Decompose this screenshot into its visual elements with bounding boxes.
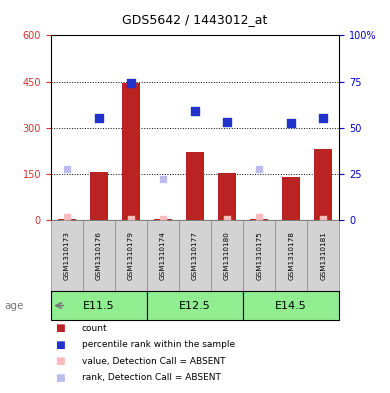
Point [256,214,262,220]
Point [64,166,70,173]
Bar [90,173,108,220]
Point [320,215,326,222]
Point [192,108,198,114]
Text: GSM1310178: GSM1310178 [288,231,294,280]
Bar [51,291,147,320]
Bar [186,152,204,220]
Text: GSM1310174: GSM1310174 [160,231,166,280]
Text: GSM1310175: GSM1310175 [256,231,262,280]
Point [128,80,134,86]
Bar [147,220,179,291]
Text: E14.5: E14.5 [275,301,307,310]
Text: GSM1310179: GSM1310179 [128,231,134,280]
Bar [115,220,147,291]
Bar [83,220,115,291]
Point [64,214,70,220]
Text: ■: ■ [55,323,64,333]
Text: ■: ■ [55,340,64,350]
Text: ■: ■ [55,356,64,366]
Bar [179,220,211,291]
Point [160,175,166,182]
Point [224,215,230,222]
Point [160,215,166,222]
Point [288,120,294,126]
Text: GSM1310176: GSM1310176 [96,231,102,280]
Point [224,118,230,125]
Text: value, Detection Call = ABSENT: value, Detection Call = ABSENT [82,357,225,365]
Text: percentile rank within the sample: percentile rank within the sample [82,340,235,349]
Text: age: age [4,301,23,310]
Text: GSM1310173: GSM1310173 [64,231,70,280]
Bar [250,219,268,220]
Text: GDS5642 / 1443012_at: GDS5642 / 1443012_at [122,13,268,26]
Point [320,116,326,122]
Point [128,215,134,222]
Bar [147,291,243,320]
Text: count: count [82,324,108,332]
Text: GSM1310181: GSM1310181 [320,231,326,280]
Bar [218,173,236,220]
Bar [282,177,300,220]
Bar [243,291,339,320]
Bar [314,149,332,220]
Bar [122,83,140,220]
Text: ■: ■ [55,373,64,383]
Text: GSM1310177: GSM1310177 [192,231,198,280]
Bar [51,220,83,291]
Bar [307,220,339,291]
Point [256,166,262,173]
Text: GSM1310180: GSM1310180 [224,231,230,280]
Text: E11.5: E11.5 [83,301,115,310]
Bar [243,220,275,291]
Bar [275,220,307,291]
Bar [58,219,76,220]
Point [96,116,102,122]
Bar [211,220,243,291]
Text: rank, Detection Call = ABSENT: rank, Detection Call = ABSENT [82,373,221,382]
Text: E12.5: E12.5 [179,301,211,310]
Bar [154,219,172,220]
